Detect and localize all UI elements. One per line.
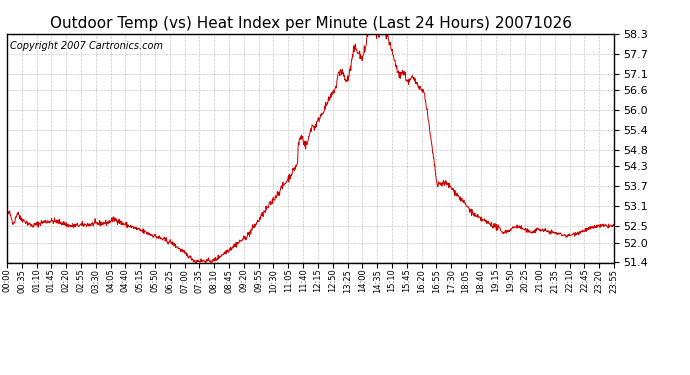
Text: Copyright 2007 Cartronics.com: Copyright 2007 Cartronics.com [10,40,163,51]
Title: Outdoor Temp (vs) Heat Index per Minute (Last 24 Hours) 20071026: Outdoor Temp (vs) Heat Index per Minute … [50,16,571,31]
